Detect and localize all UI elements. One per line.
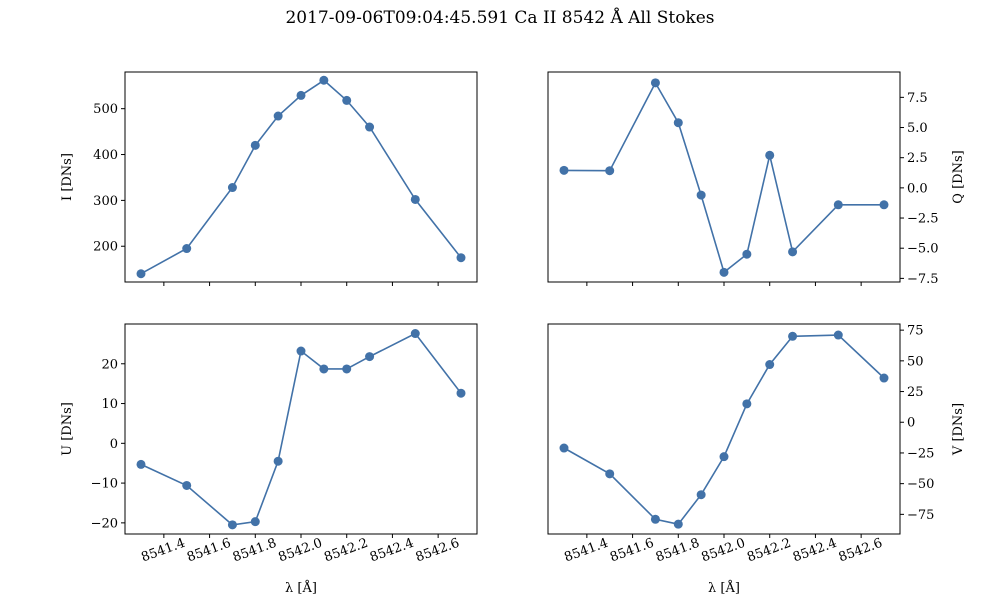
y-tick-label: −7.5 [907, 272, 939, 287]
y-tick-label: −10 [91, 477, 118, 492]
data-point [365, 122, 375, 132]
data-point [742, 399, 752, 409]
x-tick-label: 8542.2 [322, 536, 370, 566]
x-tick-label: 8542.4 [368, 536, 416, 566]
data-point [273, 111, 283, 121]
x-tick-label: 8542.6 [414, 536, 462, 566]
data-point [765, 360, 775, 370]
data-point [342, 364, 352, 374]
data-point [879, 373, 889, 383]
y-tick-label: 10 [101, 397, 118, 412]
data-point [559, 443, 569, 453]
x-tick-label: 8542.0 [700, 536, 748, 566]
y-tick-label: 20 [101, 357, 118, 372]
data-point [319, 75, 329, 85]
data-point [296, 346, 306, 356]
data-point [696, 490, 706, 500]
data-point [833, 330, 843, 340]
x-tick-label: 8541.4 [139, 536, 187, 566]
x-tick-label: 8541.8 [654, 536, 702, 566]
data-line [563, 334, 885, 526]
data-point [696, 190, 706, 200]
y-tick-label: 200 [93, 240, 118, 255]
y-axis-label: V [DNs] [951, 403, 966, 456]
panel-stokes-U: 8541.48541.68541.88542.08542.28542.48542… [60, 323, 478, 596]
data-point [319, 364, 329, 374]
y-tick-label: 500 [93, 102, 118, 117]
data-point [296, 90, 306, 100]
data-point [742, 249, 752, 259]
y-tick-label: 400 [93, 148, 118, 163]
data-point [250, 517, 260, 527]
data-point [456, 388, 466, 398]
data-line [140, 332, 462, 526]
y-tick-label: −20 [91, 516, 118, 531]
y-tick-label: −25 [907, 446, 934, 461]
x-tick-label: 8541.6 [185, 536, 233, 566]
data-line [563, 81, 884, 274]
data-point [456, 253, 466, 263]
x-tick-label: 8542.4 [791, 536, 839, 566]
y-tick-label: −5.0 [907, 242, 939, 257]
data-point [227, 520, 237, 530]
x-tick-label: 8542.0 [277, 536, 325, 566]
data-point [136, 459, 146, 469]
x-tick-label: 8541.6 [608, 536, 656, 566]
data-point [833, 200, 843, 210]
y-axis-label: Q [DNs] [951, 150, 966, 203]
y-axis-label: U [DNs] [60, 402, 75, 456]
y-tick-label: 300 [93, 194, 118, 209]
y-axis-label: I [DNs] [60, 153, 75, 201]
data-point [650, 514, 660, 524]
data-point [250, 140, 260, 150]
y-tick-label: 0.0 [907, 181, 928, 196]
y-tick-label: −2.5 [907, 212, 939, 227]
data-point [227, 183, 237, 193]
panel-stokes-V: 8541.48541.68541.88542.08542.28542.48542… [547, 323, 966, 596]
data-point [879, 200, 889, 210]
data-point [365, 352, 375, 362]
x-axis-label: λ [Å] [285, 580, 317, 596]
axes-frame [547, 323, 901, 535]
y-tick-label: −75 [907, 508, 934, 523]
data-point [650, 78, 660, 88]
axes-frame [124, 71, 478, 283]
data-point [273, 456, 283, 466]
y-tick-label: 7.5 [907, 91, 928, 106]
data-point [788, 247, 798, 257]
figure-title: 2017-09-06T09:04:45.591 Ca II 8542 Å All… [285, 8, 715, 28]
data-point [605, 166, 615, 176]
x-tick-label: 8541.8 [231, 536, 279, 566]
x-tick-label: 8542.2 [745, 536, 793, 566]
panel-intensity-I: 200 300 400 500 I [DNs] [60, 71, 478, 286]
y-tick-label: −50 [907, 477, 934, 492]
y-tick-label: 2.5 [907, 151, 928, 166]
data-point [410, 194, 420, 204]
y-tick-label: 0 [907, 416, 915, 431]
data-point [765, 150, 775, 160]
data-point [559, 165, 569, 175]
data-point [136, 269, 146, 279]
data-point [410, 329, 420, 339]
data-point [719, 452, 729, 462]
y-tick-label: 25 [907, 385, 924, 400]
data-point [605, 469, 615, 479]
x-axis-label: λ [Å] [708, 580, 740, 596]
y-tick-label: 5.0 [907, 121, 928, 136]
data-point [182, 244, 192, 254]
y-tick-label: 75 [907, 324, 924, 339]
data-point [673, 519, 683, 529]
panel-stokes-Q: −7.5 −5.0 −2.5 0.0 2.5 5.0 7.5 Q [DNs] [547, 71, 966, 287]
x-tick-label: 8542.6 [837, 536, 885, 566]
data-point [182, 480, 192, 490]
x-tick-label: 8541.4 [562, 536, 610, 566]
y-tick-label: 50 [907, 354, 924, 369]
axes-frame [547, 71, 901, 283]
data-point [719, 267, 729, 277]
y-tick-label: 0 [110, 437, 118, 452]
data-point [342, 95, 352, 105]
data-point [673, 118, 683, 128]
data-point [788, 331, 798, 341]
